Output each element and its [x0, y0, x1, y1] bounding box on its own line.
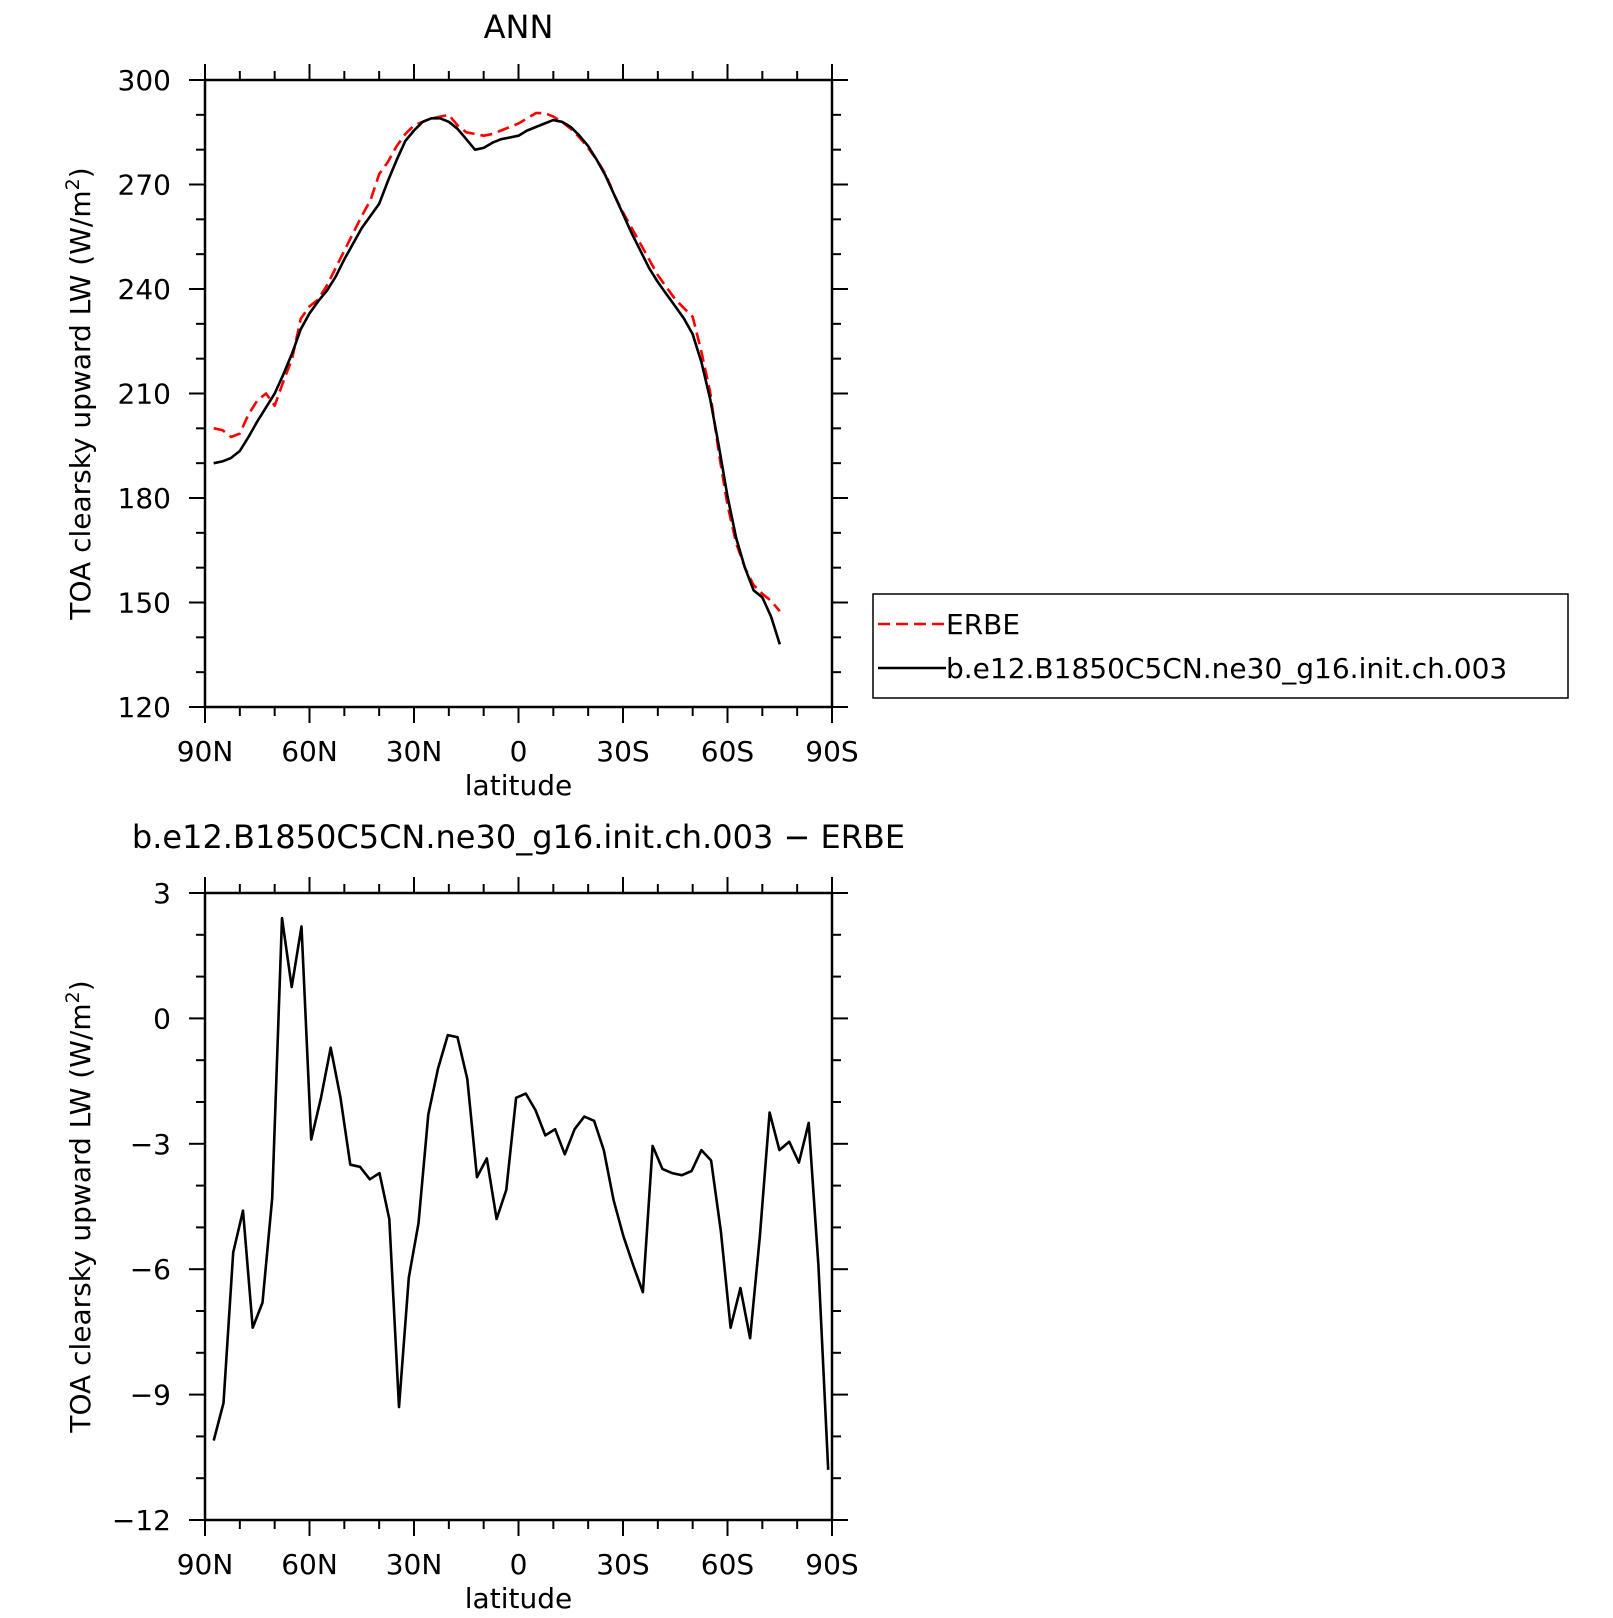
plot-frame — [203, 891, 834, 1522]
series-line-difference — [212, 916, 830, 1470]
y-tick-label: −3 — [130, 1128, 171, 1161]
y-axis-title-close: ) — [64, 167, 97, 178]
y-tick-label: 300 — [118, 64, 171, 97]
x-tick-label: 60S — [701, 1548, 754, 1581]
series-line-b-e12-b1850c5cn-ne30-g16-init-ch-003 — [213, 117, 782, 645]
x-tick-label: 90N — [177, 735, 234, 768]
x-tick-label: 90S — [805, 735, 858, 768]
bottom-panel-difference: b.e12.B1850C5CN.ne30_g16.init.ch.003 − E… — [62, 818, 905, 1615]
series-line-erbe — [213, 111, 781, 613]
x-tick-label: 60S — [701, 735, 754, 768]
y-tick-label: 3 — [153, 877, 171, 910]
y-tick-label: 270 — [118, 169, 171, 202]
y-tick-label: 240 — [118, 273, 171, 306]
y-axis-title-superscript: 2 — [62, 991, 84, 1003]
y-axis-title-superscript: 2 — [62, 178, 84, 190]
y-axis-title-text: TOA clearsky upward LW (W/m — [64, 1003, 97, 1433]
x-axis-title: latitude — [465, 1582, 572, 1613]
x-tick-label: 90N — [177, 1548, 234, 1581]
x-tick-label: 0 — [510, 1548, 528, 1581]
x-axis-title: latitude — [465, 769, 572, 802]
chart-title: b.e12.B1850C5CN.ne30_g16.init.ch.003 − E… — [132, 818, 905, 856]
chart-title: ANN — [484, 8, 554, 46]
y-axis-title: TOA clearsky upward LW (W/m2) — [62, 167, 97, 620]
x-tick-label: 90S — [805, 1548, 858, 1581]
legend-box — [872, 593, 1569, 699]
y-tick-label: −6 — [130, 1253, 171, 1286]
y-tick-label: 150 — [118, 587, 171, 620]
x-tick-label: 30N — [386, 735, 443, 768]
y-tick-label: −12 — [112, 1504, 171, 1537]
y-tick-label: 120 — [118, 691, 171, 724]
y-tick-label: 210 — [118, 378, 171, 411]
x-tick-label: 60N — [281, 735, 338, 768]
x-tick-label: 0 — [510, 735, 528, 768]
legend-label: ERBE — [946, 608, 1020, 641]
x-tick-label: 60N — [281, 1548, 338, 1581]
y-tick-label: 0 — [153, 1002, 171, 1035]
y-axis-title-text: TOA clearsky upward LW (W/m — [64, 190, 97, 620]
y-axis-title: TOA clearsky upward LW (W/m2) — [62, 980, 97, 1433]
x-tick-label: 30S — [596, 1548, 649, 1581]
y-tick-label: −9 — [130, 1379, 171, 1412]
y-tick-label: 180 — [118, 482, 171, 515]
x-tick-label: 30S — [596, 735, 649, 768]
x-tick-label: 30N — [386, 1548, 443, 1581]
top-panel-annual-mean: ANN 90N 60N 30N 0 30S 60S 90S 120 150 180 210 240 270… — [62, 8, 1569, 802]
y-axis-title-close: ) — [64, 980, 97, 991]
plot-frame — [203, 78, 834, 709]
legend-label: b.e12.B1850C5CN.ne30_g16.init.ch.003 — [946, 652, 1507, 685]
